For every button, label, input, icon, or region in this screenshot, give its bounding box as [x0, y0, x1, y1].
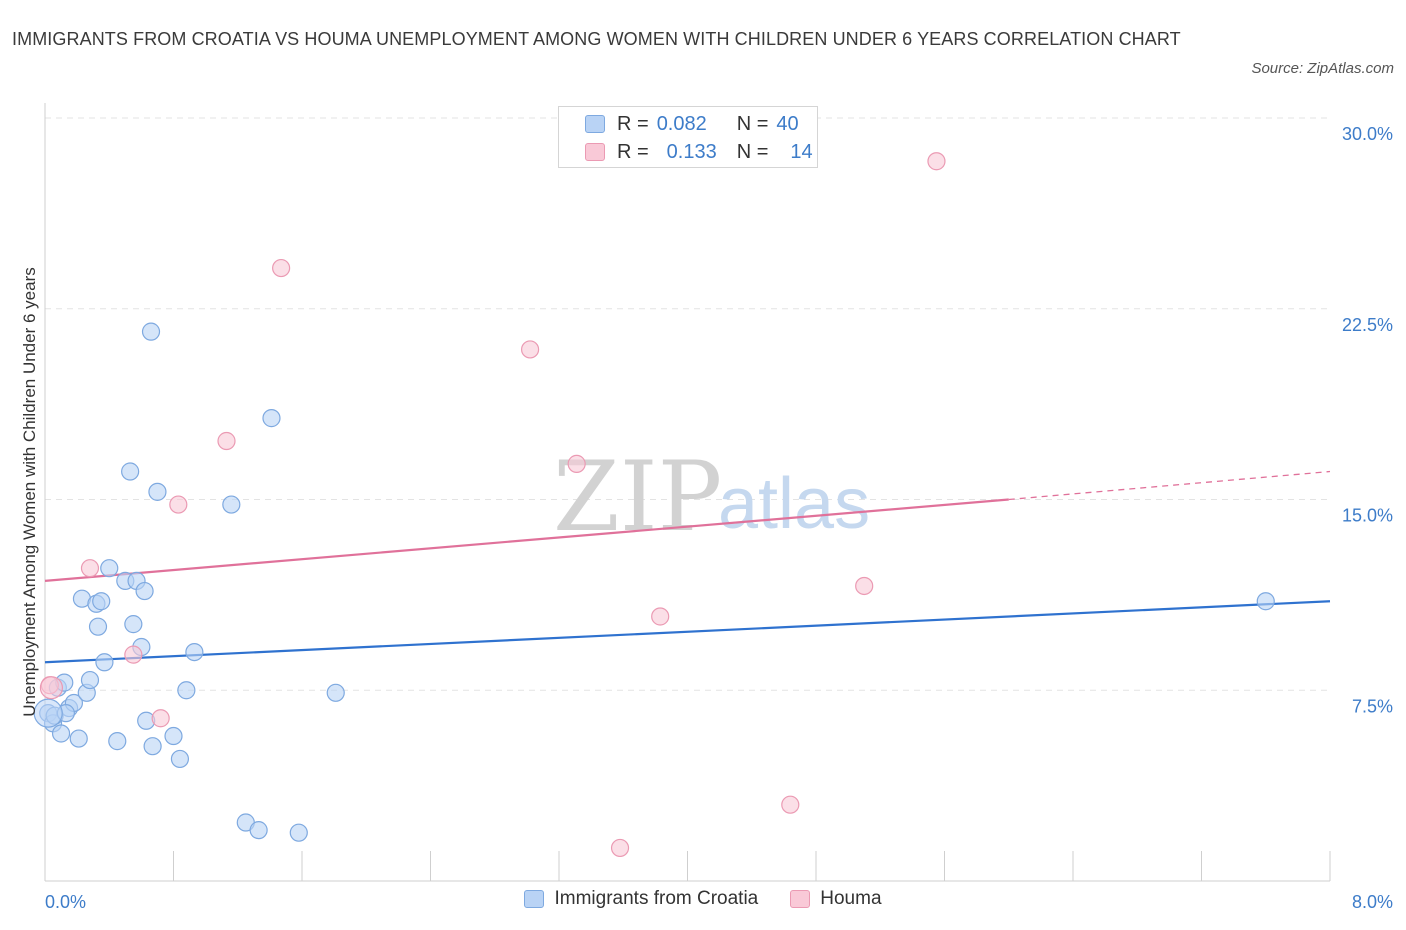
trendline-croatia — [44, 600, 1331, 664]
legend-row-croatia: R = 0.082 N = 40 — [585, 110, 799, 138]
tick-labels: 7.5% 15.0% 22.5% 30.0% 0.0% 8.0% — [45, 124, 1393, 912]
point-croatia — [143, 737, 162, 756]
point-houma — [567, 454, 586, 473]
watermark-atlas: atlas — [718, 464, 870, 544]
point-croatia — [88, 617, 108, 636]
y-tick-label: 30.0% — [1342, 124, 1393, 144]
point-croatia — [141, 322, 161, 341]
legend-r-value: 0.082 — [656, 112, 707, 135]
watermark: ZIP atlas — [553, 441, 870, 553]
point-houma — [520, 340, 540, 359]
legend-label-croatia: Immigrants from Croatia — [554, 888, 759, 909]
point-croatia — [222, 495, 241, 514]
point-houma-cluster — [39, 676, 64, 700]
legend-item-houma: Houma — [790, 888, 882, 910]
point-croatia — [69, 729, 88, 748]
legend-row-houma: R = 0.133 N = 14 — [585, 138, 813, 166]
legend-n-label: N = — [736, 140, 769, 163]
y-axis-title: Unemployment Among Women with Children U… — [20, 267, 39, 716]
point-croatia — [51, 724, 71, 743]
y-tick-label: 7.5% — [1352, 696, 1393, 716]
correlation-legend: R = 0.082 N = 40 R = 0.133 N = 14 — [558, 106, 818, 168]
trend-lines — [44, 470, 1331, 664]
point-croatia — [177, 681, 196, 700]
point-houma — [124, 645, 143, 664]
legend-swatch-pink — [790, 890, 811, 908]
point-croatia — [170, 749, 190, 769]
point-houma — [927, 152, 946, 171]
y-tick-label: 22.5% — [1342, 315, 1393, 335]
legend-swatch-pink — [585, 143, 605, 161]
point-houma — [80, 559, 100, 578]
point-houma — [781, 795, 800, 814]
trendline-extension-houma — [1008, 470, 1331, 501]
legend-swatch-blue — [524, 890, 545, 908]
legend-r-label: R = — [617, 112, 649, 135]
point-croatia — [124, 615, 143, 634]
legend-r-label: R = — [617, 140, 649, 163]
legend-swatch-blue — [585, 115, 605, 133]
point-houma — [610, 838, 630, 858]
point-croatia — [326, 683, 345, 702]
point-croatia — [289, 823, 308, 842]
point-croatia — [185, 642, 204, 662]
point-croatia — [121, 462, 140, 481]
point-croatia — [92, 592, 111, 611]
point-croatia — [249, 821, 268, 840]
legend-n-label: N = — [736, 112, 769, 135]
legend-label-houma: Houma — [820, 888, 882, 909]
point-houma — [651, 607, 670, 626]
data-points — [33, 152, 1275, 858]
grid-lines — [45, 117, 1330, 691]
point-houma — [151, 709, 170, 728]
point-croatia-cluster — [33, 698, 63, 728]
legend-n-value: 14 — [790, 140, 813, 163]
legend-r-value: 0.133 — [666, 140, 717, 163]
x-tick-label: 8.0% — [1352, 892, 1393, 912]
legend-n-value: 40 — [776, 112, 799, 135]
y-tick-label: 15.0% — [1342, 506, 1393, 526]
point-houma — [169, 495, 188, 514]
point-croatia — [80, 670, 100, 690]
point-croatia — [100, 559, 119, 578]
legend-item-croatia: Immigrants from Croatia — [524, 888, 758, 910]
axes — [44, 103, 1331, 882]
point-croatia — [135, 581, 154, 601]
series-legend: Immigrants from Croatia Houma — [0, 888, 1406, 910]
chart-title: IMMIGRANTS FROM CROATIA VS HOUMA UNEMPLO… — [12, 29, 1181, 49]
point-croatia — [262, 409, 281, 428]
trendline-houma — [44, 498, 1009, 582]
source-credit: Source: ZipAtlas.com — [1251, 60, 1394, 77]
point-croatia — [148, 482, 167, 501]
point-houma — [855, 576, 874, 596]
point-croatia — [164, 726, 183, 746]
point-croatia — [95, 653, 114, 672]
x-tick-label: 0.0% — [45, 892, 86, 912]
point-houma — [217, 431, 236, 451]
point-houma — [272, 258, 291, 278]
point-croatia — [108, 732, 127, 751]
point-croatia — [1256, 592, 1275, 611]
